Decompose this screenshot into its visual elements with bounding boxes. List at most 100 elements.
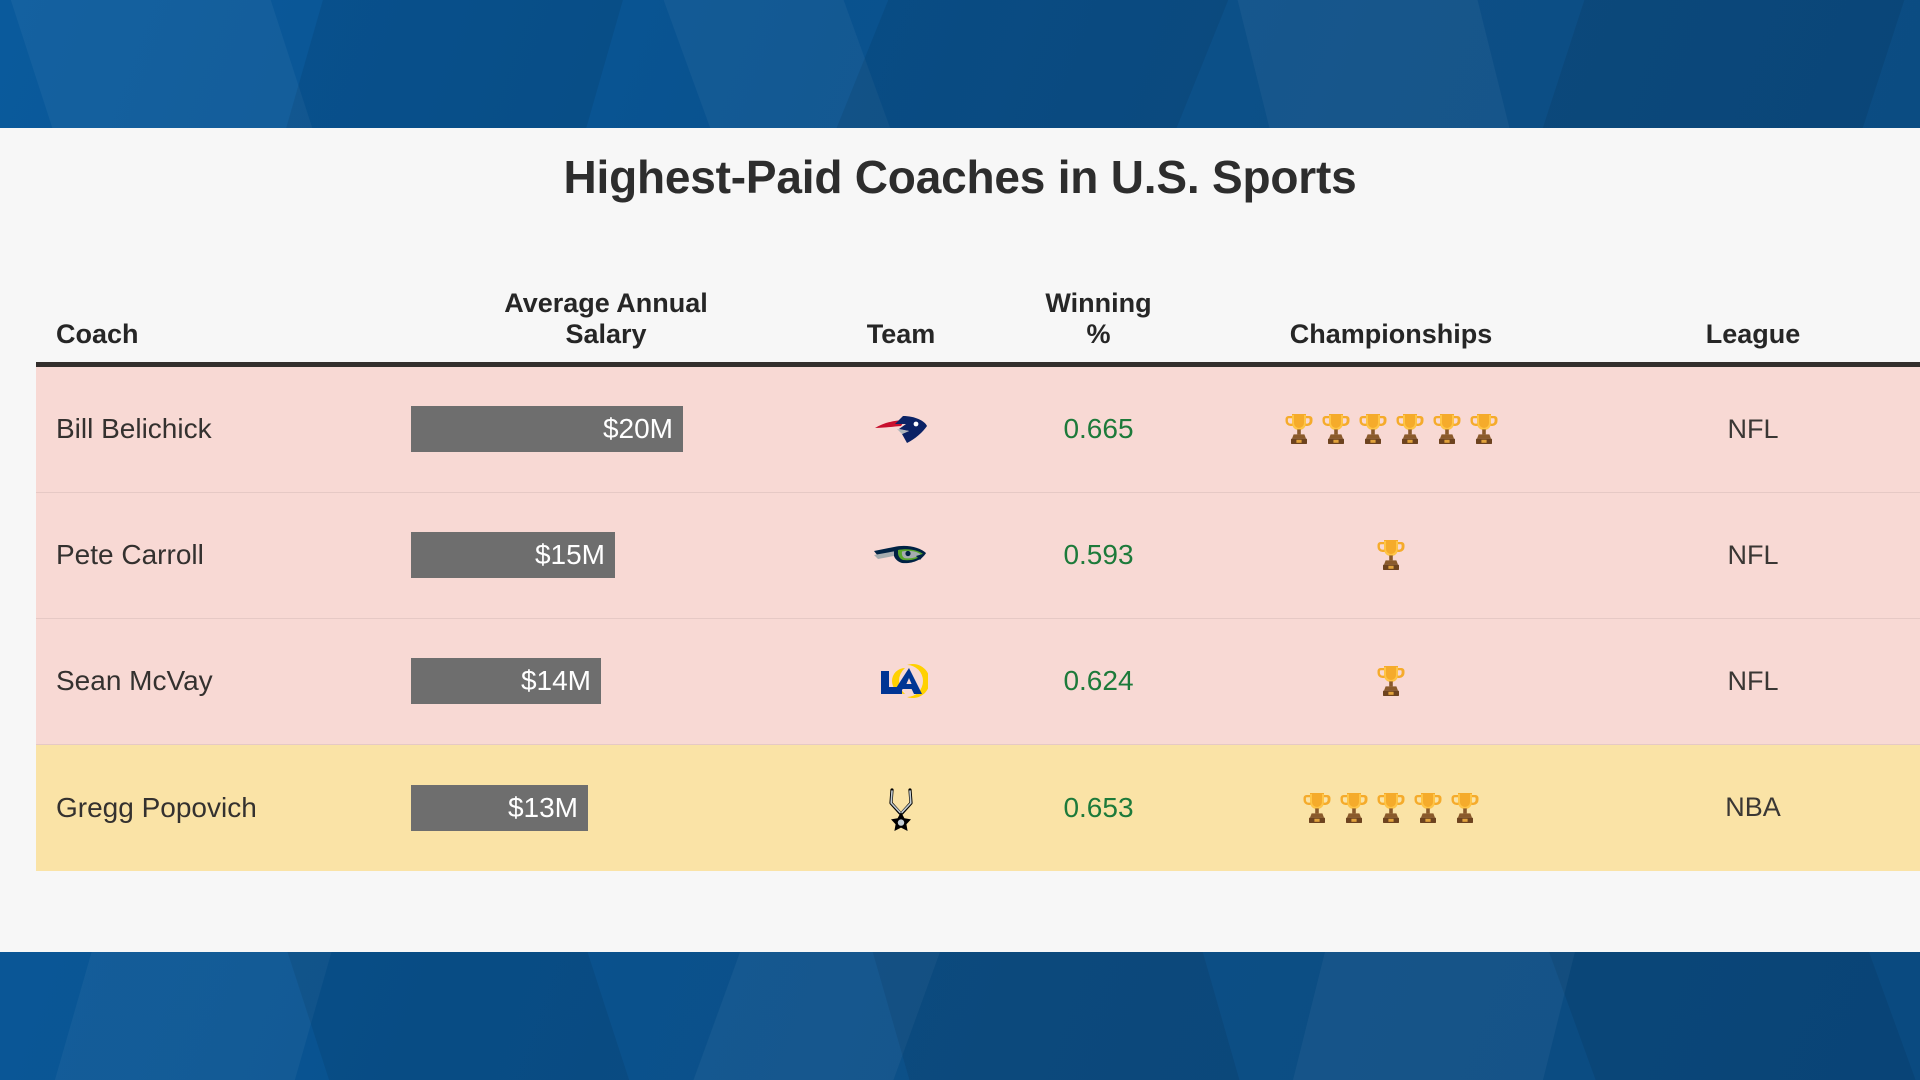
- table-row[interactable]: Sean McVay $14M 0.624 NFL: [36, 618, 1920, 745]
- cell-team: [801, 538, 1001, 572]
- league-label: NFL: [1727, 665, 1779, 696]
- column-header-winning-line1: Winning: [1045, 288, 1152, 318]
- trophy-icon: [1303, 792, 1331, 823]
- column-header-coach: Coach: [56, 318, 139, 349]
- cell-league: NBA: [1586, 792, 1920, 823]
- trophy-icon: [1414, 792, 1442, 823]
- coach-name: Sean McVay: [56, 665, 213, 697]
- column-header-salary: Average Annual Salary: [411, 288, 801, 350]
- banner-chevron: [268, 952, 672, 1080]
- league-label: NFL: [1727, 413, 1779, 444]
- cell-coach: Gregg Popovich: [36, 792, 411, 824]
- banner-chevron: [1506, 0, 1920, 128]
- league-label: NBA: [1725, 792, 1781, 823]
- cell-team: [801, 662, 1001, 700]
- banner-chevron: [254, 0, 646, 128]
- coach-name: Bill Belichick: [56, 413, 212, 445]
- rams-logo: [881, 664, 928, 699]
- banner-chevron: [1519, 952, 1920, 1080]
- seahawks-logo: [874, 545, 926, 564]
- cell-salary: $20M: [411, 406, 801, 453]
- cell-coach: Sean McVay: [36, 665, 411, 697]
- cell-team: [801, 784, 1001, 832]
- winning-pct-value: 0.593: [1063, 539, 1134, 571]
- column-header-league: League: [1705, 318, 1801, 349]
- salary-bar-label: $14M: [520, 665, 591, 697]
- cell-salary: $13M: [411, 784, 801, 831]
- content-card: Highest-Paid Coaches in U.S. Sports Coac…: [0, 128, 1920, 952]
- cell-team: [801, 412, 1001, 446]
- cell-winning-pct: 0.665: [1001, 413, 1196, 445]
- salary-bar: $14M: [411, 658, 601, 705]
- coach-name: Gregg Popovich: [56, 791, 257, 823]
- column-header-winning-line2: %: [1086, 318, 1111, 349]
- trophy-icon: [1433, 414, 1460, 445]
- trophy-group: [1196, 412, 1586, 446]
- trophy-icon: [1322, 414, 1349, 445]
- table-row[interactable]: Gregg Popovich $13M 0.653 NBA: [36, 744, 1920, 871]
- salary-bar: $20M: [411, 406, 683, 453]
- spurs-logo: [889, 787, 913, 831]
- trophy-icon: [1396, 414, 1423, 445]
- column-header-championships: Championships: [1289, 318, 1493, 349]
- cell-winning-pct: 0.653: [1001, 792, 1196, 824]
- trophy-icon: [1377, 540, 1405, 571]
- cell-championships: [1196, 538, 1586, 572]
- trophy-group: [1196, 791, 1586, 825]
- table-row[interactable]: Bill Belichick $20M 0.665 NFL: [36, 366, 1920, 493]
- cell-league: NFL: [1586, 666, 1920, 697]
- banner-chevron: [0, 0, 349, 128]
- cell-championships: [1196, 791, 1586, 825]
- cell-salary: $15M: [411, 532, 801, 579]
- banner-chevron: [649, 0, 931, 128]
- trophy-icon: [1359, 414, 1386, 445]
- banner-chevron: [16, 952, 344, 1080]
- trophy-icon: [1377, 792, 1405, 823]
- column-header-team: Team: [866, 318, 936, 349]
- salary-bar-track: $20M: [411, 406, 801, 453]
- salary-bar-label: $20M: [602, 413, 673, 445]
- salary-bar-track: $13M: [411, 784, 801, 831]
- trophy-icon: [1451, 792, 1479, 823]
- trophy-icon: [1377, 666, 1405, 697]
- column-header-salary-line2: Salary: [565, 318, 647, 349]
- winning-pct-value: 0.665: [1063, 413, 1134, 445]
- cell-league: NFL: [1586, 414, 1920, 445]
- winning-pct-value: 0.624: [1063, 665, 1134, 697]
- winning-pct-value: 0.653: [1063, 791, 1134, 823]
- trophy-group: [1196, 664, 1586, 698]
- table-row[interactable]: Pete Carroll $15M 0.593 NFL: [36, 492, 1920, 619]
- banner-chevron: [791, 0, 1269, 128]
- trophy-group: [1196, 538, 1586, 572]
- cell-league: NFL: [1586, 540, 1920, 571]
- cell-coach: Pete Carroll: [36, 539, 411, 571]
- banner-chevron: [649, 952, 951, 1080]
- bottom-banner: [0, 952, 1920, 1080]
- coaches-table: Coach Average Annual Salary Team Winning…: [36, 288, 1920, 871]
- banner-chevron: [852, 952, 1278, 1080]
- column-header-winning-pct: Winning %: [1001, 288, 1196, 350]
- page-title: Highest-Paid Coaches in U.S. Sports: [563, 151, 1357, 203]
- trophy-icon: [1340, 792, 1368, 823]
- table-body: Bill Belichick $20M 0.665 NFL Pete Carroll $1…: [36, 366, 1920, 871]
- salary-bar-track: $14M: [411, 658, 801, 705]
- cell-championships: [1196, 412, 1586, 446]
- salary-bar-label: $15M: [534, 539, 605, 571]
- table-header-row: Coach Average Annual Salary Team Winning…: [36, 288, 1920, 367]
- salary-bar: $15M: [411, 532, 615, 579]
- league-label: NFL: [1727, 539, 1779, 570]
- cell-winning-pct: 0.593: [1001, 539, 1196, 571]
- salary-bar-label: $13M: [507, 791, 578, 823]
- trophy-icon: [1285, 414, 1312, 445]
- patriots-logo: [875, 416, 927, 444]
- cell-championships: [1196, 664, 1586, 698]
- cell-coach: Bill Belichick: [36, 413, 411, 445]
- banner-chevron: [1262, 952, 1588, 1080]
- coach-name: Pete Carroll: [56, 539, 204, 571]
- salary-bar: $13M: [411, 784, 588, 831]
- salary-bar-track: $15M: [411, 532, 801, 579]
- banner-chevron: [1222, 0, 1538, 128]
- cell-salary: $14M: [411, 658, 801, 705]
- top-banner: [0, 0, 1920, 128]
